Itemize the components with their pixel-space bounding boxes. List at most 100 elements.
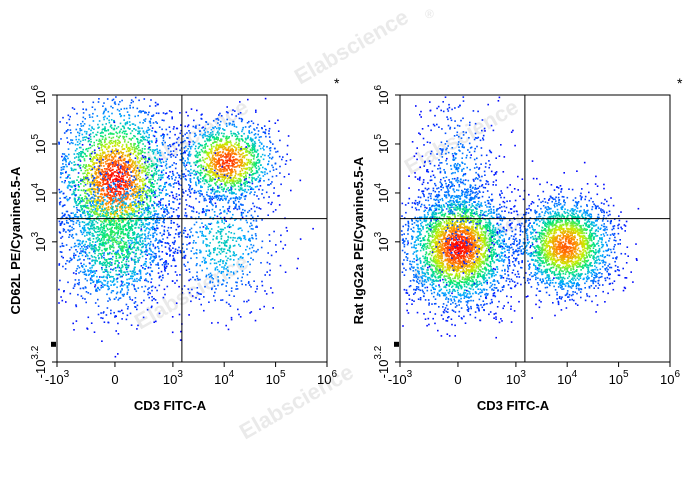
cd62l-event-dot [136, 328, 138, 330]
cd62l-event-dot [144, 183, 147, 185]
cd62l-event-dot [76, 267, 78, 270]
cd62l-event-dot [93, 227, 95, 230]
cd62l-event-dot [159, 154, 161, 156]
cd62l-event-dot [124, 194, 127, 196]
cd62l-event-dot [136, 206, 138, 209]
cd62l-event-dot [150, 165, 153, 168]
cd62l-event-dot [100, 262, 103, 265]
cd62l-event-dot [148, 158, 151, 161]
cd62l-event-dot [241, 128, 244, 131]
cd62l-event-dot [124, 207, 127, 209]
cd62l-event-dot [175, 176, 177, 179]
cd62l-event-dot [118, 152, 120, 154]
cd62l-event-dot [137, 232, 139, 235]
cd62l-event-dot [253, 128, 255, 130]
cd62l-event-dot [162, 238, 164, 240]
cd62l-event-dot [91, 248, 93, 251]
cd62l-event-dot [159, 185, 162, 187]
cd62l-event-dot [118, 164, 120, 167]
cd62l-event-dot [161, 244, 163, 247]
cd62l-event-dot [230, 191, 233, 193]
cd62l-event-dot [185, 179, 187, 181]
cd62l-event-dot [154, 169, 156, 172]
cd62l-event-dot [104, 139, 106, 141]
cd62l-event-dot [114, 139, 117, 142]
cd62l-event-dot [182, 257, 184, 259]
cd62l-event-dot [219, 112, 221, 115]
cd62l-event-dot [202, 226, 205, 228]
cd62l-event-dot [185, 269, 188, 271]
cd62l-event-dot [98, 149, 101, 152]
cd62l-event-dot [97, 209, 99, 211]
cd62l-event-dot [251, 155, 254, 157]
cd62l-event-dot [121, 201, 123, 204]
cd62l-event-dot [81, 242, 83, 245]
cd62l-event-dot [99, 178, 102, 180]
cd62l-event-dot [98, 168, 100, 171]
cd62l-event-dot [228, 141, 231, 144]
cd62l-event-dot [129, 218, 132, 220]
cd62l-event-dot [203, 151, 205, 154]
cd62l-event-dot [231, 151, 233, 154]
cd62l-event-dot [207, 153, 209, 156]
cd62l-event-dot [249, 181, 251, 184]
cd62l-event-dot [163, 229, 165, 232]
cd62l-event-dot [88, 210, 91, 212]
cd62l-event-dot [116, 251, 119, 253]
cd62l-event-dot [114, 163, 117, 165]
cd62l-event-dot [150, 216, 153, 218]
cd62l-event-dot [169, 144, 171, 146]
cd62l-event-dot [89, 277, 92, 280]
cd62l-event-dot [61, 155, 63, 158]
cd62l-event-dot [250, 140, 253, 143]
cd62l-event-dot [89, 146, 92, 149]
cd62l-event-dot [165, 261, 168, 263]
cd62l-event-dot [120, 247, 122, 250]
cd62l-event-dot [124, 218, 127, 221]
cd62l-event-dot [83, 229, 85, 231]
cd62l-event-dot [76, 148, 78, 150]
cd62l-event-dot [88, 257, 91, 260]
cd62l-event-dot [100, 312, 102, 314]
cd62l-event-dot [119, 285, 122, 288]
cd62l-event-dot [199, 193, 202, 195]
cd62l-event-dot [101, 131, 103, 133]
cd62l-event-dot [102, 214, 105, 216]
cd62l-event-dot [101, 221, 104, 223]
cd62l-event-dot [146, 139, 148, 141]
cd62l-event-dot [72, 220, 75, 223]
cd62l-event-dot [120, 238, 123, 240]
cd62l-event-dot [100, 226, 103, 228]
cd62l-event-dot [80, 155, 82, 158]
cd62l-event-dot [109, 224, 112, 227]
cd62l-event-dot [125, 150, 128, 153]
cd62l-event-dot [103, 183, 106, 185]
cd62l-event-dot [110, 262, 113, 264]
cd62l-event-dot [79, 225, 81, 228]
cd62l-event-dot [208, 155, 210, 157]
cd62l-event-dot [106, 143, 108, 145]
cd62l-event-dot [141, 205, 143, 208]
cd62l-event-dot [201, 156, 204, 159]
cd62l-event-dot [209, 159, 211, 161]
cd62l-event-dot [97, 192, 99, 195]
cd62l-event-dot [127, 260, 130, 263]
cd62l-event-dot [267, 155, 270, 157]
cd62l-event-dot [221, 155, 224, 158]
cd62l-event-dot [121, 165, 123, 167]
cd62l-event-dot [110, 203, 112, 205]
cd62l-event-dot [171, 331, 174, 334]
cd62l-event-dot [246, 158, 248, 161]
cd62l-event-dot [184, 178, 187, 180]
cd62l-event-dot [118, 168, 121, 171]
cd62l-event-dot [125, 179, 127, 182]
cd62l-event-dot [134, 210, 137, 212]
cd62l-event-dot [88, 139, 90, 142]
cd62l-event-dot [152, 251, 154, 253]
cd62l-event-dot [93, 275, 95, 277]
cd62l-event-dot [126, 190, 129, 193]
cd62l-event-dot [117, 139, 119, 141]
cd62l-event-dot [100, 185, 103, 188]
cd62l-event-dot [227, 147, 230, 150]
cd62l-event-dot [91, 275, 94, 277]
